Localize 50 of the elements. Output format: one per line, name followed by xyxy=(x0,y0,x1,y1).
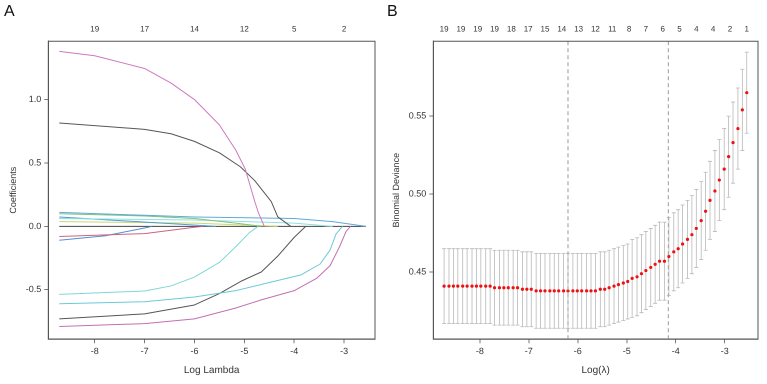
text: 2 xyxy=(342,24,347,34)
text: 12 xyxy=(590,24,600,34)
text: 4 xyxy=(694,24,700,34)
y-tick-label: 0.5 xyxy=(28,157,42,168)
y-tick-label: 0.55 xyxy=(408,110,426,121)
chart-title: A xyxy=(4,3,15,20)
y-axis-title: Coefficients xyxy=(8,166,18,214)
chart-title: B xyxy=(387,3,398,20)
x-tick-label: -3 xyxy=(340,346,348,356)
y-axis-title: Binomial Deviance xyxy=(390,152,401,228)
x-tick-label: -3 xyxy=(720,346,729,356)
text: 19 xyxy=(473,24,483,34)
x-tick-label: -6 xyxy=(574,346,582,356)
x-tick-label: -6 xyxy=(190,346,198,356)
y-tick-label: 0.50 xyxy=(408,188,426,199)
x-tick-label: -5 xyxy=(240,346,248,356)
text: 17 xyxy=(140,24,150,34)
x-tick-label: -5 xyxy=(622,346,631,356)
y-tick-label: -0.5 xyxy=(26,284,42,294)
text: 11 xyxy=(608,24,617,34)
text: 17 xyxy=(524,24,534,34)
x-axis-title: Log Lambda xyxy=(184,364,240,376)
y-tick-label: 1.0 xyxy=(28,94,42,104)
text: 5 xyxy=(677,24,682,34)
x-tick-label: -7 xyxy=(524,346,533,356)
text: 8 xyxy=(626,24,632,34)
text: 14 xyxy=(557,24,567,34)
text: 14 xyxy=(190,24,200,34)
text: 5 xyxy=(292,24,297,34)
text: 15 xyxy=(540,24,550,34)
text: 1 xyxy=(744,24,750,34)
x-axis-title: Log(λ) xyxy=(581,364,610,376)
text: 18 xyxy=(506,24,516,34)
text: 4 xyxy=(710,24,716,34)
text: 7 xyxy=(644,24,649,34)
text: 19 xyxy=(456,24,466,34)
text: 19 xyxy=(90,24,100,34)
text: 12 xyxy=(240,24,250,34)
y-tick-label: 0.0 xyxy=(28,220,42,231)
text: 19 xyxy=(440,24,450,34)
text: 2 xyxy=(728,24,733,34)
x-tick-label: -8 xyxy=(476,346,484,356)
text: 19 xyxy=(490,24,500,34)
x-tick-label: -4 xyxy=(290,346,298,356)
text: 6 xyxy=(660,24,666,34)
x-tick-label: -8 xyxy=(90,346,99,356)
x-tick-label: -7 xyxy=(140,346,149,356)
text: 13 xyxy=(574,24,584,34)
x-tick-label: -4 xyxy=(672,346,680,356)
y-tick-label: 0.45 xyxy=(408,266,426,277)
